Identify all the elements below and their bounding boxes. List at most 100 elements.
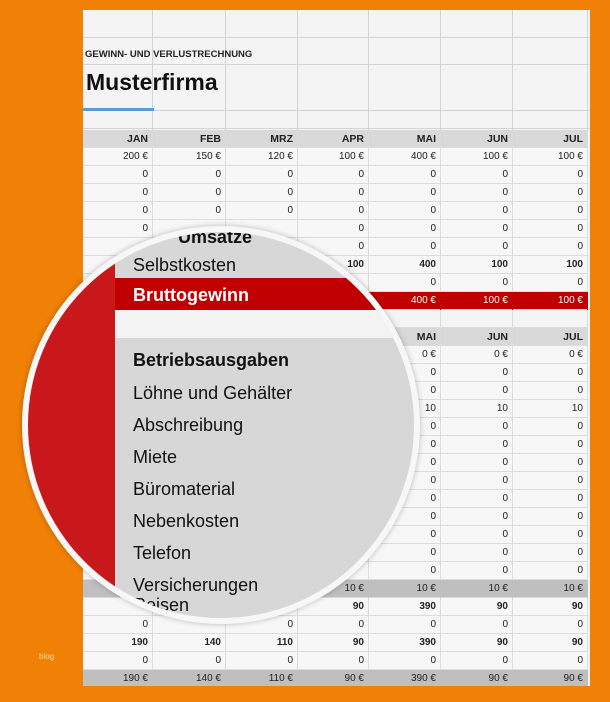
table-cell[interactable]: 0 € [513,346,588,364]
table-cell[interactable] [298,562,369,580]
table-cell[interactable]: 0 [441,652,513,670]
table-cell[interactable]: 0 [153,166,226,184]
table-cell[interactable]: 100 [298,256,369,274]
table-cell[interactable]: APR [298,130,369,148]
table-cell[interactable]: 0 € [369,346,441,364]
table-cell[interactable]: 110 € [226,670,298,686]
table-cell[interactable]: 0 [441,436,513,454]
table-cell[interactable]: 390 [369,634,441,652]
table-cell[interactable]: 0 [369,652,441,670]
table-cell[interactable]: 0 [369,526,441,544]
table-cell[interactable]: 0 [369,184,441,202]
table-cell[interactable]: JAN [83,130,153,148]
table-cell[interactable]: 0 [298,652,369,670]
table-cell[interactable]: 0 [441,274,513,292]
table-cell[interactable]: 0 [369,508,441,526]
table-cell[interactable]: 0 [369,562,441,580]
table-cell[interactable]: 0 [369,238,441,256]
table-cell[interactable]: 100 € [513,148,588,166]
table-cell[interactable]: 90 [513,598,588,616]
table-cell[interactable]: 0 [83,220,153,238]
table-cell[interactable]: 0 [369,382,441,400]
table-cell[interactable]: 0 [441,220,513,238]
table-cell[interactable]: 0 [369,202,441,220]
table-cell[interactable]: 0 € [441,346,513,364]
table-cell[interactable]: 0 [298,616,369,634]
table-cell[interactable]: 0 [369,364,441,382]
table-cell[interactable]: 100 € [441,148,513,166]
table-cell[interactable]: 120 € [226,148,298,166]
table-cell[interactable]: 90 [441,634,513,652]
table-cell[interactable]: 0 [513,418,588,436]
table-cell[interactable]: 0 [226,616,298,634]
table-cell[interactable]: 90 [513,634,588,652]
table-cell[interactable]: 400 € [369,148,441,166]
table-cell[interactable]: 0 [513,436,588,454]
table-cell[interactable]: 0 [369,472,441,490]
table-cell[interactable]: 0 [441,562,513,580]
table-cell[interactable]: 10 € [298,580,369,598]
table-cell[interactable]: 0 [513,526,588,544]
table-cell[interactable]: 0 [369,490,441,508]
table-cell[interactable]: 0 [369,220,441,238]
table-cell[interactable]: 0 [441,364,513,382]
table-cell[interactable]: 10 [441,400,513,418]
table-cell[interactable]: 0 [513,184,588,202]
table-cell[interactable]: 0 [153,652,226,670]
table-cell[interactable]: 0 [298,166,369,184]
table-cell[interactable]: 0 [226,184,298,202]
table-cell[interactable]: 10 [369,400,441,418]
table-cell[interactable]: 0 [513,652,588,670]
table-cell[interactable]: 100 [441,256,513,274]
table-cell[interactable]: 90 [441,598,513,616]
table-cell[interactable]: JUN [441,328,513,346]
table-cell[interactable]: MAI [369,130,441,148]
table-cell[interactable]: 0 [83,616,153,634]
table-cell[interactable]: 0 [298,202,369,220]
table-cell[interactable]: 10 [513,400,588,418]
table-cell[interactable]: 0 [369,544,441,562]
table-cell[interactable] [153,616,226,634]
table-cell[interactable]: JUN [441,130,513,148]
table-cell[interactable]: 0 [369,274,441,292]
table-cell[interactable]: 0 [226,202,298,220]
table-cell[interactable]: MRZ [226,130,298,148]
table-cell[interactable]: 400 € [369,292,441,310]
table-cell[interactable]: 0 [441,544,513,562]
table-cell[interactable]: 200 € [83,148,153,166]
table-cell[interactable]: 0 [153,202,226,220]
table-cell[interactable]: 390 [369,598,441,616]
table-cell[interactable]: 0 [513,490,588,508]
table-cell[interactable]: 90 € [513,670,588,686]
table-cell[interactable]: 190 [83,634,153,652]
table-cell[interactable]: 0 [441,508,513,526]
table-cell[interactable]: 110 [226,634,298,652]
table-cell[interactable] [441,310,513,328]
table-cell[interactable]: 0 [369,436,441,454]
table-cell[interactable]: 0 [441,238,513,256]
table-cell[interactable]: 0 [441,616,513,634]
table-cell[interactable]: 0 [513,382,588,400]
table-cell[interactable]: 0 [441,526,513,544]
table-cell[interactable]: 0 [513,220,588,238]
table-cell[interactable]: 90 € [298,670,369,686]
table-cell[interactable]: MAI [369,328,441,346]
table-cell[interactable]: 100 € [513,292,588,310]
table-cell[interactable]: 0 [513,166,588,184]
table-cell[interactable] [226,220,298,238]
table-cell[interactable]: 0 [441,472,513,490]
table-cell[interactable]: 0 [513,472,588,490]
table-cell[interactable]: 140 € [153,670,226,686]
table-cell[interactable]: 150 € [153,148,226,166]
table-cell[interactable]: 0 [513,616,588,634]
table-cell[interactable] [369,310,441,328]
table-cell[interactable]: 90 [298,598,369,616]
table-cell[interactable]: 100 € [441,292,513,310]
table-cell[interactable]: 0 [369,418,441,436]
table-cell[interactable]: 0 [441,490,513,508]
table-cell[interactable]: 0 [226,652,298,670]
sheet-title[interactable]: Musterfirma [86,69,218,95]
table-cell[interactable]: 0 [513,364,588,382]
table-cell[interactable]: 0 [83,166,153,184]
table-cell[interactable]: 100 [513,256,588,274]
